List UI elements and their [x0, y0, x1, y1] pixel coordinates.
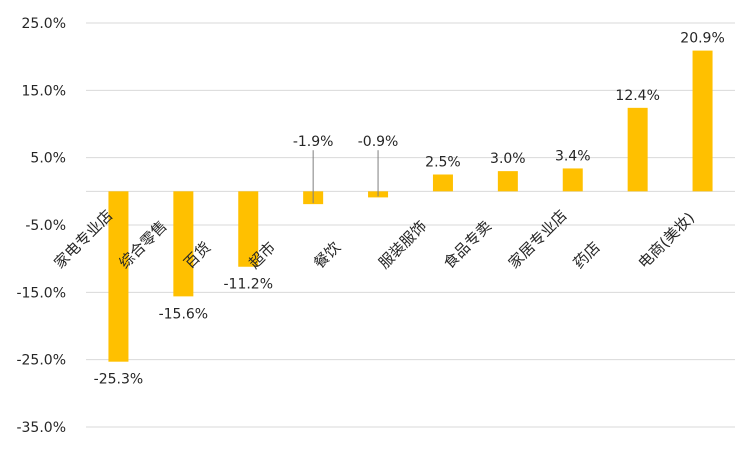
data-label: -11.2% — [223, 277, 273, 293]
bar — [497, 171, 518, 192]
bar — [108, 191, 129, 362]
y-tick-label: -5.0% — [25, 218, 66, 234]
data-label: 3.0% — [490, 151, 526, 167]
gridlines — [86, 22, 735, 428]
bar — [692, 50, 713, 192]
category-label: 餐饮 — [310, 238, 344, 272]
y-tick-label: 5.0% — [30, 151, 66, 167]
data-label: -25.3% — [94, 372, 144, 388]
y-axis-ticks: 25.0% 15.0% 5.0% -5.0% -15.0% -25.0% -35.0% — [16, 16, 66, 436]
bars — [108, 50, 713, 362]
category-label: 电商(美妆) — [635, 209, 698, 272]
bar — [432, 174, 453, 192]
category-label: 药店 — [570, 238, 604, 272]
data-label: -1.9% — [293, 134, 334, 150]
bar — [627, 107, 648, 192]
category-label: 家居专业店 — [505, 206, 571, 272]
data-label: 2.5% — [425, 155, 461, 171]
y-tick-label: -15.0% — [16, 285, 66, 301]
category-labels: 家电专业店 综合零售 百货 超市 餐饮 服装服饰 食品专卖 家居专业店 药店 电商(美妆) — [51, 206, 699, 272]
data-label: 20.9% — [680, 31, 724, 47]
y-tick-label: 25.0% — [22, 16, 66, 32]
data-labels: -25.3% -15.6% -11.2% -1.9% -0.9% 2.5% 3.0% 3.4%… — [94, 31, 725, 388]
y-tick-label: -25.0% — [16, 353, 66, 369]
bar — [238, 191, 259, 267]
data-label: 12.4% — [615, 88, 659, 104]
y-tick-label: 15.0% — [22, 83, 66, 99]
bar — [173, 191, 194, 297]
y-tick-label: -35.0% — [16, 420, 66, 436]
data-label: 3.4% — [555, 148, 591, 164]
data-label: -15.6% — [159, 306, 209, 322]
bar — [562, 168, 583, 192]
data-label: -0.9% — [358, 134, 399, 150]
category-label: 家电专业店 — [51, 206, 117, 272]
